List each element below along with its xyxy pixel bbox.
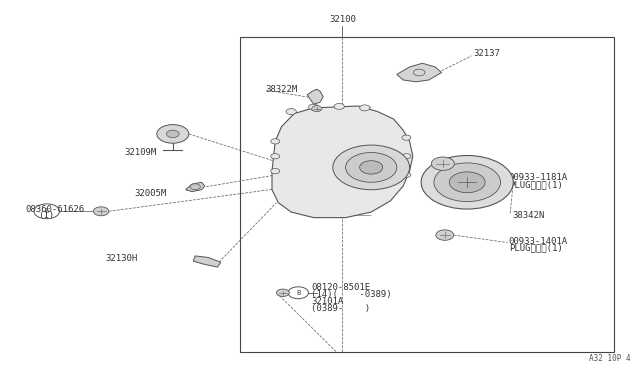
Circle shape (271, 154, 280, 159)
Circle shape (190, 184, 200, 190)
Circle shape (402, 154, 411, 159)
Text: A32 10P 4: A32 10P 4 (589, 354, 630, 363)
Circle shape (402, 172, 411, 177)
Circle shape (434, 163, 500, 202)
Circle shape (449, 172, 485, 193)
Circle shape (286, 109, 296, 115)
Text: B: B (296, 290, 300, 296)
Circle shape (308, 104, 319, 110)
Circle shape (333, 145, 410, 190)
Text: 32109M: 32109M (125, 148, 157, 157)
Text: (0389-    ): (0389- ) (311, 304, 370, 312)
Bar (240, 37, 614, 352)
Text: 32137: 32137 (474, 49, 500, 58)
Polygon shape (193, 256, 221, 267)
Text: 38342N: 38342N (512, 211, 544, 220)
Circle shape (360, 105, 370, 111)
Polygon shape (307, 89, 323, 104)
Text: 32100: 32100 (329, 15, 356, 24)
Circle shape (312, 106, 322, 112)
Circle shape (346, 153, 397, 182)
Circle shape (421, 155, 513, 209)
Circle shape (360, 161, 383, 174)
Polygon shape (272, 106, 413, 218)
Polygon shape (186, 182, 205, 192)
Text: S: S (45, 208, 49, 214)
Text: PLUGプラグ(1): PLUGプラグ(1) (509, 180, 563, 189)
Text: 32101A: 32101A (311, 297, 343, 306)
Text: (14)(    -0389): (14)( -0389) (311, 290, 392, 299)
Text: 32130H: 32130H (106, 254, 138, 263)
Circle shape (157, 125, 189, 143)
Circle shape (402, 135, 411, 140)
Text: 38322M: 38322M (266, 85, 298, 94)
Text: 32005M: 32005M (134, 189, 166, 198)
Circle shape (276, 289, 289, 296)
Text: PLUGプラグ(1): PLUGプラグ(1) (509, 243, 563, 252)
Circle shape (271, 139, 280, 144)
Circle shape (413, 69, 425, 76)
Polygon shape (397, 63, 442, 82)
Circle shape (166, 130, 179, 138)
Circle shape (431, 157, 454, 170)
Text: 00933-1181A: 00933-1181A (509, 173, 568, 182)
Circle shape (93, 207, 109, 216)
Circle shape (271, 169, 280, 174)
Text: 08120-8501E: 08120-8501E (311, 283, 370, 292)
Text: 08360-61626: 08360-61626 (26, 205, 84, 214)
Circle shape (436, 230, 454, 240)
Circle shape (334, 103, 344, 109)
Text: 00933-1401A: 00933-1401A (509, 237, 568, 246)
Text: (1): (1) (38, 211, 54, 220)
